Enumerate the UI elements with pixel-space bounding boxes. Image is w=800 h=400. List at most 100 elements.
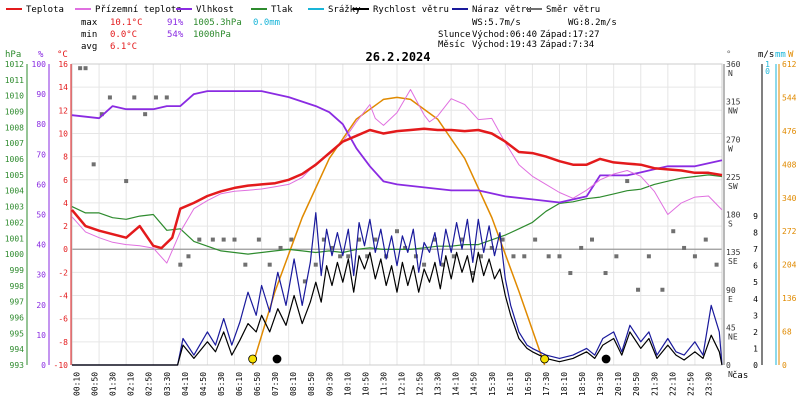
- wind-direction-point: [557, 254, 562, 259]
- wind-direction-point: [460, 237, 464, 242]
- x-tick-label: 01:30: [109, 372, 118, 396]
- dir-tick-label: W: [728, 144, 733, 153]
- x-tick-label: 10:50: [361, 372, 370, 396]
- x-tick-label: 23:30: [704, 372, 713, 396]
- stats-min-hum: 54%: [167, 30, 184, 40]
- x-tick-label: 12:10: [398, 372, 407, 396]
- event-marker: [540, 354, 550, 364]
- unit-time: čas: [732, 370, 748, 381]
- x-tick-label: 04:50: [199, 372, 208, 396]
- ms-tick-label: 3: [753, 311, 758, 320]
- wind-direction-point: [313, 262, 318, 267]
- ms-tick-label: 2: [753, 328, 758, 337]
- wind-direction-point: [714, 262, 719, 267]
- hpa-tick-label: 999: [10, 266, 25, 275]
- wind-direction-point: [671, 229, 676, 234]
- wind-direction-point: [590, 237, 594, 242]
- hpa-tick-label: 1000: [5, 250, 24, 259]
- wind-direction-point: [373, 237, 378, 242]
- wind-direction-point: [546, 254, 551, 259]
- legend-vlhkost-label: Vlhkost: [196, 5, 234, 15]
- wind-direction-point: [682, 245, 687, 250]
- pct-tick-label: 80: [36, 120, 46, 129]
- hpa-tick-label: 995: [10, 329, 25, 338]
- wind-direction-point: [330, 245, 334, 250]
- wind-direction-point: [186, 254, 191, 259]
- wind-direction-point: [221, 237, 226, 242]
- x-tick-label: 05:30: [217, 372, 226, 396]
- degc-tick-label: 0: [63, 245, 68, 254]
- deg-tick-label: 180: [726, 211, 741, 220]
- stats-max-press: 1005.3hPa: [193, 18, 242, 28]
- ms-tick-label: 0: [753, 361, 758, 370]
- pressure-line: [71, 174, 723, 255]
- degc-tick-label: 10: [58, 129, 68, 138]
- x-tick-label: 10:10: [343, 372, 352, 396]
- degc-tick-label: -8: [58, 338, 68, 347]
- x-tick-label: 22:50: [686, 372, 695, 396]
- wind-direction-point: [178, 262, 183, 267]
- event-marker: [272, 354, 282, 364]
- x-tick-label: 00:50: [91, 372, 100, 396]
- deg-tick-label: 135: [726, 248, 741, 257]
- unit-mm: mm: [775, 50, 786, 60]
- hpa-tick-label: 1012: [5, 60, 24, 69]
- x-tick-label: 22:10: [668, 372, 677, 396]
- unit-hpa: hPa: [5, 50, 21, 60]
- ground-temp-line: [71, 89, 723, 264]
- dir-tick-label: N: [728, 370, 733, 379]
- unit-ms: m/s: [758, 50, 774, 60]
- wind-direction-point: [267, 262, 272, 267]
- hpa-tick-label: 1008: [5, 123, 24, 132]
- wind-wg: WG:8.2m/s: [568, 18, 617, 28]
- wind-speed-line: [72, 251, 723, 366]
- wind-direction-point: [403, 245, 408, 250]
- degc-tick-label: -2: [58, 268, 68, 277]
- wind-direction-point: [278, 245, 283, 250]
- hpa-tick-label: 1010: [5, 92, 24, 101]
- degc-tick-label: -4: [58, 292, 68, 301]
- x-tick-label: 06:10: [235, 372, 244, 396]
- x-tick-label: 17:30: [542, 372, 551, 396]
- degc-tick-label: 14: [58, 83, 68, 92]
- wind-direction-point: [124, 179, 129, 184]
- hpa-tick-label: 1002: [5, 218, 24, 227]
- x-tick-label: 14:50: [470, 372, 479, 396]
- deg-tick-label: 0: [726, 361, 731, 370]
- legend-naraz-label: Náraz větru: [472, 5, 532, 15]
- wind-direction-point: [99, 112, 104, 117]
- x-tick-label: 16:50: [524, 372, 533, 396]
- hpa-tick-label: 1003: [5, 203, 24, 212]
- stats-min-press: 1000hPa: [193, 30, 231, 40]
- ms-tick-label: 4: [753, 295, 758, 304]
- mm-tick-label: 0: [765, 67, 770, 76]
- wind-gust-line: [72, 212, 723, 366]
- hpa-tick-label: 1007: [5, 139, 24, 148]
- moon-label: Měsíc: [438, 40, 465, 50]
- deg-tick-label: 270: [726, 135, 741, 144]
- wind-direction-point: [243, 262, 248, 267]
- deg-tick-label: 225: [726, 173, 741, 182]
- mm-tick-label: 1: [765, 60, 770, 69]
- wind-direction-point: [511, 254, 516, 259]
- wind-direction-point: [692, 254, 697, 259]
- x-tick-label: 20:50: [632, 372, 641, 396]
- wind-direction-point: [500, 237, 505, 242]
- wind-direction-point: [143, 112, 148, 117]
- hpa-tick-label: 997: [10, 298, 25, 307]
- x-tick-label: 06:50: [253, 372, 262, 396]
- humidity-line: [71, 90, 723, 204]
- wind-direction-point: [603, 271, 608, 276]
- wind-direction-point: [568, 271, 573, 276]
- pct-tick-label: 0: [41, 361, 46, 370]
- legend-smer-label: Směr větru: [546, 5, 600, 15]
- unit-pct: %: [38, 50, 44, 60]
- legend-teplota-label: Teplota: [26, 5, 64, 15]
- hpa-tick-label: 1005: [5, 171, 24, 180]
- wind-direction-point: [78, 66, 83, 71]
- moon-set: Západ:7:34: [540, 40, 594, 50]
- sun-rise: Východ:06:40: [472, 30, 537, 40]
- hpa-tick-label: 1006: [5, 155, 24, 164]
